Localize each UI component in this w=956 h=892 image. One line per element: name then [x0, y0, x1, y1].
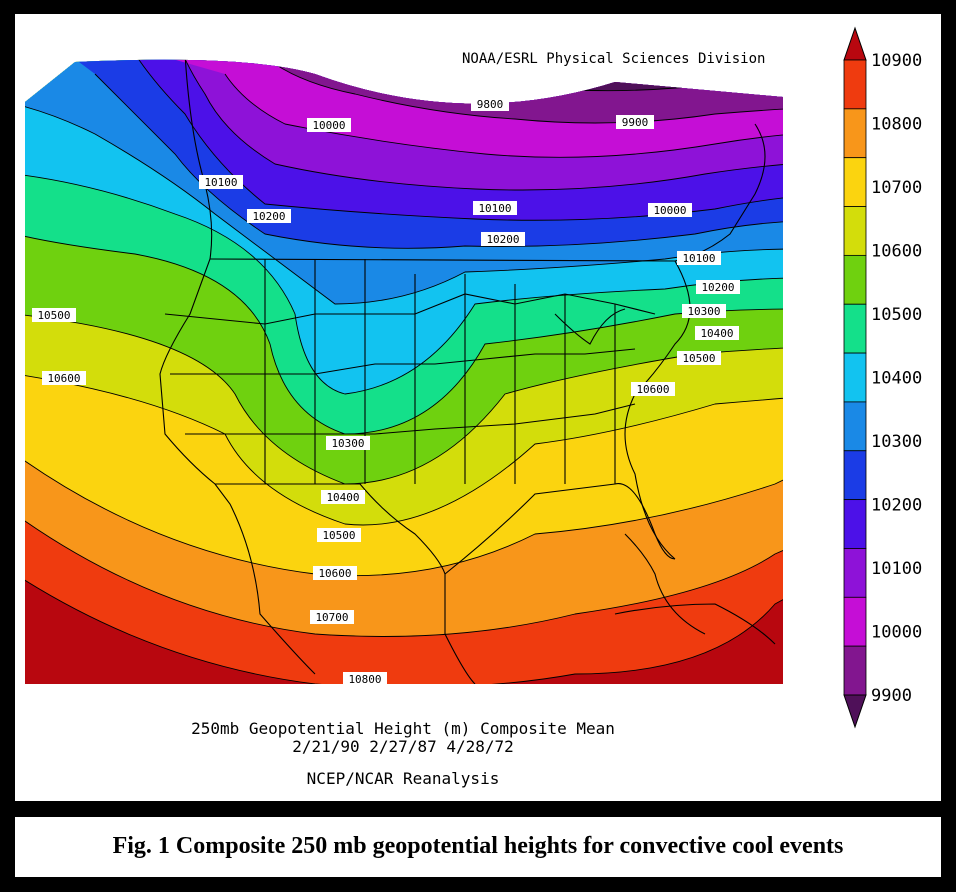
colorbar-swatch: [843, 352, 867, 403]
map-figure: 9800 9900 10000 10000 10100 10100 10100 …: [25, 26, 922, 788]
svg-text:10100: 10100: [204, 176, 237, 189]
colorbar: 10900 10800 10700 10600 10500 10400 10300 10200…: [843, 26, 922, 729]
colorbar-swatch: [843, 59, 867, 110]
contour-label: 10500: [317, 528, 361, 542]
svg-text:10800: 10800: [348, 673, 381, 686]
footer-title: 250mb Geopotential Height (m) Composite …: [191, 719, 615, 738]
svg-text:10500: 10500: [37, 309, 70, 322]
colorbar-swatch: [843, 108, 867, 159]
contour-label: 10300: [326, 436, 370, 450]
contour-lines: [25, 59, 783, 684]
svg-text:10100: 10100: [478, 202, 511, 215]
colorbar-swatch: [843, 450, 867, 501]
contour-label: 10400: [695, 326, 739, 340]
height-field: [25, 59, 783, 684]
figure-caption: Fig. 1 Composite 250 mb geopotential hei…: [112, 833, 844, 859]
colorbar-label: 9900: [871, 686, 912, 706]
svg-text:10200: 10200: [486, 233, 519, 246]
colorbar-swatch: [843, 499, 867, 549]
colorbar-label: 10000: [871, 623, 922, 643]
contour-label: 10200: [696, 280, 740, 294]
contour-label: 10100: [473, 201, 517, 215]
colorbar-swatch: [843, 548, 867, 598]
svg-text:9900: 9900: [622, 116, 649, 129]
contour-label: 10500: [677, 351, 721, 365]
colorbar-swatch: [843, 303, 867, 354]
svg-text:10200: 10200: [252, 210, 285, 223]
svg-text:10300: 10300: [687, 305, 720, 318]
footer-source: NCEP/NCAR Reanalysis: [307, 769, 500, 788]
colorbar-swatch: [843, 401, 867, 452]
svg-text:10600: 10600: [636, 383, 669, 396]
contour-label: 9900: [616, 115, 654, 129]
contour-label: 10100: [677, 251, 721, 265]
contour-label: 10600: [631, 382, 675, 396]
colorbar-swatch: [843, 157, 867, 207]
svg-text:10100: 10100: [682, 252, 715, 265]
svg-text:10600: 10600: [318, 567, 351, 580]
contour-label: 10000: [648, 203, 692, 217]
contour-label: 10500: [32, 308, 76, 322]
colorbar-swatch: [843, 206, 867, 256]
contour-labels: 9800 9900 10000 10000 10100 10100 10100 …: [32, 97, 740, 686]
caption-box: Fig. 1 Composite 250 mb geopotential hei…: [15, 817, 941, 877]
svg-text:10500: 10500: [682, 352, 715, 365]
colorbar-label: 10400: [871, 369, 922, 389]
svg-text:10600: 10600: [47, 372, 80, 385]
svg-text:10000: 10000: [653, 204, 686, 217]
colorbar-label: 10100: [871, 559, 922, 579]
contour-label: 10200: [247, 209, 291, 223]
colorbar-label: 10900: [871, 51, 922, 71]
contour-label: 10600: [313, 566, 357, 580]
svg-text:10200: 10200: [701, 281, 734, 294]
contour-label: 10800: [343, 672, 387, 686]
svg-text:9800: 9800: [477, 98, 504, 111]
contour-label: 10100: [199, 175, 243, 189]
figure-panel: 9800 9900 10000 10000 10100 10100 10100 …: [15, 14, 941, 801]
svg-text:10400: 10400: [700, 327, 733, 340]
contour-label: 10000: [307, 118, 351, 132]
contour-label: 10400: [321, 490, 365, 504]
colorbar-label: 10300: [871, 432, 922, 452]
svg-text:10000: 10000: [312, 119, 345, 132]
contour-label: 9800: [471, 97, 509, 111]
svg-text:10300: 10300: [331, 437, 364, 450]
contour-label: 10600: [42, 371, 86, 385]
colorbar-label: 10500: [871, 305, 922, 325]
colorbar-swatch: [843, 645, 867, 696]
colorbar-top-arrow: [843, 26, 867, 61]
colorbar-label: 10600: [871, 242, 922, 262]
svg-text:10500: 10500: [322, 529, 355, 542]
colorbar-label: 10800: [871, 115, 922, 135]
colorbar-swatch: [843, 596, 867, 647]
colorbar-label: 10200: [871, 496, 922, 516]
svg-text:10700: 10700: [315, 611, 348, 624]
colorbar-bottom-arrow: [843, 694, 867, 729]
contour-label: 10700: [310, 610, 354, 624]
credit-text: NOAA/ESRL Physical Sciences Division: [462, 51, 765, 67]
svg-text:10400: 10400: [326, 491, 359, 504]
colorbar-swatch: [843, 254, 867, 305]
footer-dates: 2/21/90 2/27/87 4/28/72: [292, 737, 514, 756]
contour-label: 10300: [682, 304, 726, 318]
contour-label: 10200: [481, 232, 525, 246]
colorbar-label: 10700: [871, 178, 922, 198]
